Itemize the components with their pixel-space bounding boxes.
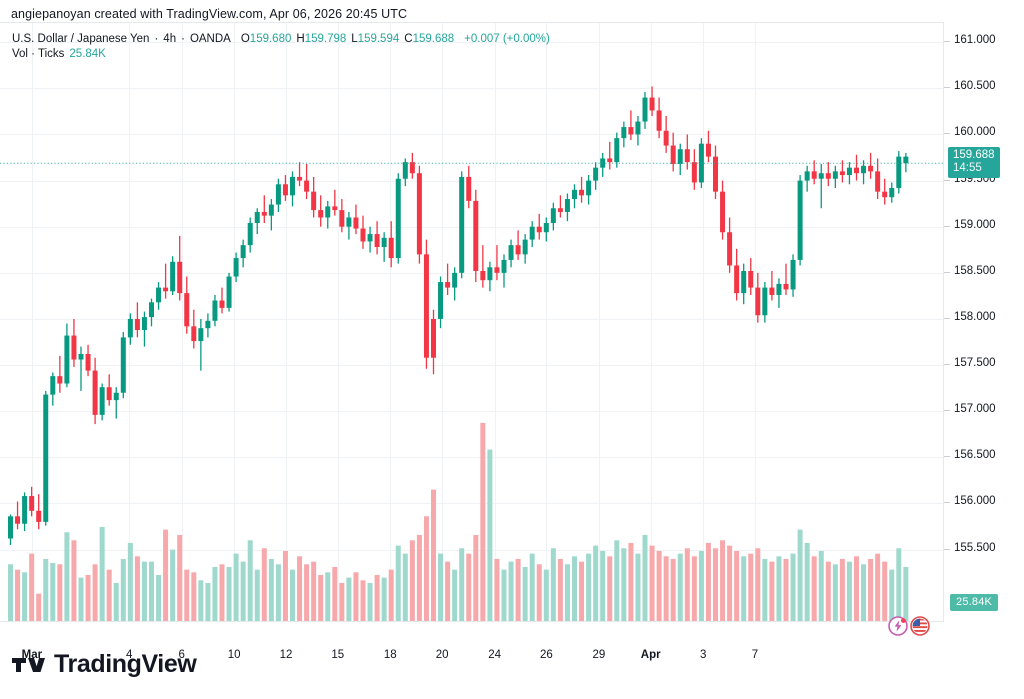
- attribution-text: angiepanoyan created with TradingView.co…: [11, 7, 408, 21]
- time-axis-tick: 18: [383, 649, 397, 661]
- price-tick-mark: [944, 133, 950, 134]
- chart-plot-area[interactable]: U.S. Dollar / Japanese Yen · 4h · OANDA O159.…: [0, 22, 944, 622]
- gridline-vertical: [390, 23, 391, 621]
- price-axis[interactable]: 159.688 14:55 25.84K 161.000 160.500 160.0…: [944, 22, 1024, 622]
- economic-event-icon[interactable]: [888, 616, 908, 636]
- gridline-horizontal: [0, 134, 943, 135]
- gridline-vertical: [599, 23, 600, 621]
- gridline-horizontal: [0, 227, 943, 228]
- price-axis-tick: 159.000: [954, 218, 996, 231]
- time-axis-tick: 15: [331, 649, 345, 661]
- price-tick-mark: [944, 549, 950, 550]
- time-axis-tick: 4: [125, 649, 133, 661]
- price-tick-mark: [944, 87, 950, 88]
- gridline-vertical: [442, 23, 443, 621]
- price-tick-mark: [944, 410, 950, 411]
- time-axis-tick: 10: [227, 649, 241, 661]
- time-axis-tick: 20: [435, 649, 449, 661]
- price-axis-tick: 156.500: [954, 449, 996, 462]
- gridline-horizontal: [0, 273, 943, 274]
- price-axis-tick: 155.500: [954, 541, 996, 554]
- time-axis-tick: Mar: [21, 649, 43, 661]
- tradingview-footer-logo: TradingView: [12, 650, 197, 678]
- price-axis-tick: 160.000: [954, 126, 996, 139]
- chart-frame: U.S. Dollar / Japanese Yen · 4h · OANDA O159.…: [0, 22, 1024, 670]
- gridline-vertical: [182, 23, 183, 621]
- gridline-horizontal: [0, 365, 943, 366]
- price-tick-mark: [944, 180, 950, 181]
- gridline-vertical: [651, 23, 652, 621]
- candlestick-series: [8, 86, 909, 545]
- current-price-value: 159.688: [953, 149, 995, 162]
- gridline-vertical: [495, 23, 496, 621]
- gridline-horizontal: [0, 88, 943, 89]
- price-tick-mark: [944, 502, 950, 503]
- us-flag-event-icon[interactable]: [910, 616, 930, 636]
- gridline-horizontal: [0, 181, 943, 182]
- gridline-horizontal: [0, 411, 943, 412]
- gridline-horizontal: [0, 457, 943, 458]
- time-axis-tick: 3: [699, 649, 707, 661]
- current-price-label: 159.688 14:55: [948, 147, 1000, 179]
- tradingview-logo-icon: [12, 657, 45, 672]
- price-tick-mark: [944, 318, 950, 319]
- gridline-horizontal: [0, 42, 943, 43]
- price-axis-tick: 160.500: [954, 80, 996, 93]
- gridline-vertical: [755, 23, 756, 621]
- time-axis-tick: 26: [539, 649, 553, 661]
- event-badges: [888, 616, 930, 636]
- price-tick-mark: [944, 226, 950, 227]
- gridline-horizontal: [0, 550, 943, 551]
- time-axis[interactable]: Mar 4 6 10 12 15 18 20 24 26 29 Apr 3 7: [0, 644, 944, 670]
- time-axis-tick: 29: [592, 649, 606, 661]
- tradingview-brand-text: TradingView: [54, 650, 197, 678]
- price-tick-mark: [944, 272, 950, 273]
- gridline-horizontal: [0, 319, 943, 320]
- time-axis-tick: 24: [488, 649, 501, 661]
- time-axis-tick: 12: [279, 649, 293, 661]
- price-axis-tick: 156.000: [954, 495, 996, 508]
- gridline-horizontal: [0, 503, 943, 504]
- time-axis-tick: 7: [751, 649, 759, 661]
- time-axis-tick: Apr: [640, 649, 661, 661]
- price-axis-tick: 158.000: [954, 310, 996, 323]
- gridline-vertical: [32, 23, 33, 621]
- gridline-vertical: [234, 23, 235, 621]
- volume-series: [8, 422, 909, 621]
- price-tick-mark: [944, 456, 950, 457]
- price-axis-tick: 161.000: [954, 34, 996, 47]
- price-axis-tick: 157.000: [954, 403, 996, 416]
- price-axis-tick: 157.500: [954, 357, 996, 370]
- gridline-vertical: [286, 23, 287, 621]
- gridline-vertical: [546, 23, 547, 621]
- current-price-line: [0, 162, 943, 164]
- current-volume-label: 25.84K: [950, 594, 999, 611]
- price-axis-tick: 158.500: [954, 264, 996, 277]
- gridline-vertical: [703, 23, 704, 621]
- current-price-time: 14:55: [953, 162, 982, 175]
- time-axis-tick: 6: [178, 649, 185, 661]
- gridline-vertical: [338, 23, 339, 621]
- price-tick-mark: [944, 364, 950, 365]
- price-tick-mark: [944, 41, 950, 42]
